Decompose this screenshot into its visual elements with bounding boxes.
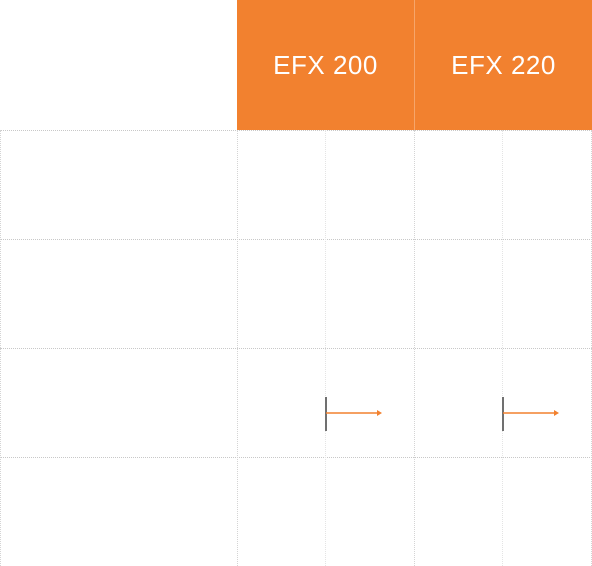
table-row	[0, 131, 592, 239]
column-header-efx-200: EFX 200	[237, 0, 414, 130]
row-divider	[0, 348, 592, 349]
column-midline	[502, 130, 503, 566]
table-row	[0, 458, 592, 566]
column-header-label: EFX 220	[451, 49, 556, 80]
row-label	[0, 131, 237, 239]
column-header-efx-220: EFX 220	[415, 0, 592, 130]
row-divider	[0, 457, 592, 458]
row-label	[0, 349, 237, 457]
row-divider	[0, 130, 592, 131]
column-divider	[237, 130, 238, 566]
row-divider	[0, 239, 592, 240]
arrow-right-icon	[324, 397, 384, 431]
header-divider	[414, 0, 415, 130]
column-divider	[0, 130, 1, 566]
column-midline	[325, 130, 326, 566]
arrow-right-icon	[501, 397, 561, 431]
row-label	[0, 240, 237, 348]
column-header-label: EFX 200	[273, 49, 378, 80]
table-row	[0, 240, 592, 348]
column-divider	[414, 130, 415, 566]
row-label	[0, 458, 237, 566]
